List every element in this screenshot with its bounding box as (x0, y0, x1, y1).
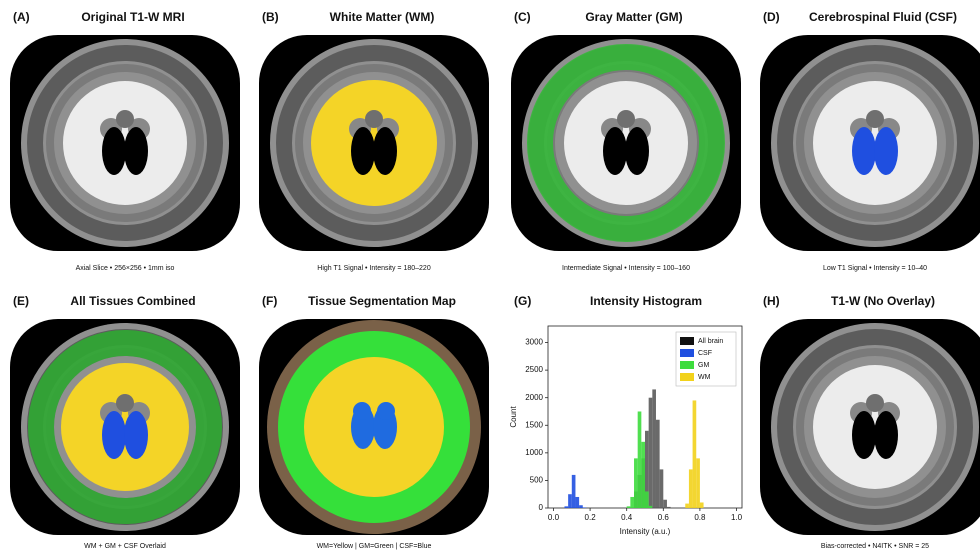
x-tick-label: 0.2 (585, 513, 597, 522)
y-tick-label: 0 (539, 503, 544, 512)
panel-caption: WM + GM + CSF Overlaid (84, 543, 166, 550)
histogram-bar (564, 506, 568, 508)
panel-title: Gray Matter (GM) (585, 10, 682, 24)
y-tick-label: 1500 (525, 420, 543, 429)
panel-title: Cerebrospinal Fluid (CSF) (809, 10, 957, 24)
mri-image (10, 319, 240, 535)
histogram-bar (649, 506, 653, 508)
histogram-bar (696, 458, 700, 508)
y-tick-label: 500 (530, 476, 544, 485)
legend-swatch (680, 361, 694, 369)
histogram-bar (700, 502, 704, 508)
panel-label: (B) (262, 10, 279, 24)
legend-label: CSF (698, 350, 712, 357)
x-axis-label: Intensity (a.u.) (620, 527, 671, 536)
legend-swatch (680, 337, 694, 345)
histogram-bar (693, 400, 697, 508)
mri-image (259, 35, 489, 251)
chart-title: Intensity Histogram (590, 294, 702, 308)
panel-label: (E) (13, 294, 29, 308)
histogram-bar (689, 469, 693, 508)
panel-title: Tissue Segmentation Map (308, 294, 456, 308)
panel-caption: Axial Slice • 256×256 • 1mm iso (76, 265, 175, 272)
mri-image (760, 35, 980, 251)
panel-label: (C) (514, 10, 531, 24)
panel-label: (A) (13, 10, 30, 24)
histogram-bar (634, 458, 638, 508)
legend-swatch (680, 349, 694, 357)
panel-title: Original T1-W MRI (81, 10, 184, 24)
page: (A) Original T1-W MRI Axial Slice • 256×25… (0, 0, 980, 552)
legend-swatch (680, 373, 694, 381)
histogram-bar (656, 420, 660, 508)
figure: (A) Original T1-W MRI Axial Slice • 256×25… (0, 0, 980, 552)
histogram-bar (579, 505, 583, 508)
panel-caption: High T1 Signal • Intensity = 180–220 (317, 265, 431, 272)
panel-label: (G) (514, 294, 531, 308)
histogram-bar (667, 507, 671, 508)
legend-label: GM (698, 362, 709, 369)
y-tick-label: 2000 (525, 393, 543, 402)
x-tick-label: 0.0 (548, 513, 560, 522)
panel-caption: WM=Yellow | GM=Green | CSF=Blue (317, 543, 432, 550)
mri-image (760, 319, 980, 535)
x-tick-label: 0.4 (621, 513, 633, 522)
y-axis-label: Count (509, 406, 518, 428)
histogram-bar (572, 475, 576, 508)
histogram-bar (630, 497, 634, 508)
histogram-bar (641, 442, 645, 508)
histogram-bar (660, 469, 664, 508)
histogram-bar (568, 494, 572, 508)
panel-caption: Low T1 Signal • Intensity = 10–40 (823, 265, 927, 272)
y-tick-label: 3000 (525, 338, 543, 347)
panel-caption: Bias-corrected • N4ITK • SNR = 25 (821, 543, 929, 550)
x-tick-label: 0.6 (658, 513, 670, 522)
histogram-bar (638, 411, 642, 508)
x-tick-label: 0.8 (694, 513, 706, 522)
histogram-bar (645, 491, 649, 508)
histogram-bar (652, 389, 656, 508)
legend-label: All brain (698, 338, 723, 345)
mri-image (511, 35, 741, 251)
histogram-bar (575, 497, 579, 508)
histogram-bar (649, 398, 653, 508)
y-tick-label: 1000 (525, 448, 543, 457)
histogram-bar (583, 507, 587, 508)
segmentation-map (259, 319, 489, 535)
histogram-bar (685, 504, 689, 508)
histogram-bar (627, 506, 631, 508)
histogram-bar (663, 500, 667, 508)
panel-title: T1-W (No Overlay) (831, 294, 935, 308)
panel-title: White Matter (WM) (330, 10, 435, 24)
y-tick-label: 2500 (525, 365, 543, 374)
mri-image (10, 35, 240, 251)
x-tick-label: 1.0 (731, 513, 743, 522)
panel-label: (F) (262, 294, 277, 308)
panel-title: All Tissues Combined (70, 294, 195, 308)
panel-label: (D) (763, 10, 780, 24)
legend-label: WM (698, 374, 711, 381)
panel-label: (H) (763, 294, 780, 308)
panel-caption: Intermediate Signal • Intensity = 100–16… (562, 265, 690, 272)
